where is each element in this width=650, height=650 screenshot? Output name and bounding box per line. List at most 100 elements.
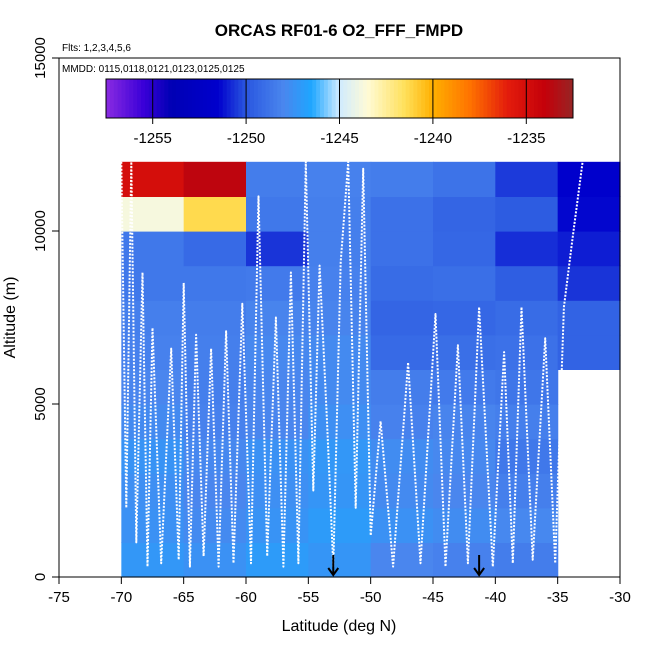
colorbar-segment [429, 79, 434, 118]
dates-label: MMDD: 0115,0118,0121,0123,0125,0125 [62, 64, 245, 75]
heatmap-cell [308, 438, 372, 474]
colorbar-segment [296, 79, 302, 118]
arrow-head [327, 567, 340, 577]
colorbar-segment [183, 79, 189, 118]
colorbar-segment [125, 79, 130, 118]
colorbar-segment [312, 79, 317, 118]
colorbar-segment [285, 79, 290, 118]
heatmap-cell [308, 507, 372, 543]
heatmap-cell [495, 438, 559, 474]
colorbar-segment [502, 79, 508, 118]
heatmap-cell [495, 196, 559, 232]
colorbar-segment [226, 79, 232, 118]
colorbar-segment [113, 79, 119, 118]
colorbar-tick-label: -1240 [414, 130, 452, 147]
colorbar-segment [405, 79, 411, 118]
colorbar-segment [432, 79, 438, 118]
colorbar-segment [253, 79, 259, 118]
x-tick-label: -60 [235, 589, 257, 606]
colorbar-segment [530, 79, 535, 118]
heatmap-cells [121, 161, 621, 578]
heatmap-cell [246, 265, 309, 301]
heatmap-cell [183, 542, 247, 578]
colorbar-segment [277, 79, 282, 118]
y-tick-label: 0 [32, 573, 49, 581]
y-tick-label: 10000 [32, 210, 49, 252]
colorbar-segment [320, 79, 325, 118]
heatmap-cell [183, 196, 247, 232]
colorbar-segment [425, 79, 430, 118]
heatmap-cell [370, 265, 434, 301]
heatmap-cell [495, 507, 559, 543]
x-tick-label: -75 [48, 589, 70, 606]
colorbar-segment [452, 79, 457, 118]
flights-label: Flts: 1,2,3,4,5,6 [62, 43, 131, 54]
colorbar-segment [479, 79, 484, 118]
colorbar-segment [456, 79, 461, 118]
chart-title: ORCAS RF01-6 O2_FFF_FMPD [215, 21, 463, 40]
colorbar-segment [265, 79, 270, 118]
heatmap-cell [370, 542, 434, 578]
colorbar-segment [152, 79, 158, 118]
heatmap-cell [183, 161, 247, 197]
heatmap-cell [308, 542, 372, 578]
heatmap-cell [557, 196, 621, 232]
heatmap-cell [308, 369, 372, 405]
colorbar-segment [537, 79, 543, 118]
colorbar-segment [273, 79, 278, 118]
colorbar-segment [234, 79, 239, 118]
colorbar-segment [156, 79, 161, 118]
heatmap-cell [433, 300, 496, 336]
heatmap-cell [370, 231, 434, 267]
colorbar-segment [491, 79, 496, 118]
colorbar-segment [168, 79, 173, 118]
colorbar-segment [553, 79, 558, 118]
colorbar-segment [191, 79, 197, 118]
colorbar-segment [413, 79, 418, 118]
flight-track-group [120, 160, 584, 568]
colorbar-segment [440, 79, 446, 118]
heatmap-cell [121, 369, 185, 405]
x-tick-label: -30 [609, 589, 631, 606]
colorbar-segment [187, 79, 193, 118]
colorbar-segment [222, 79, 228, 118]
colorbar-segment [514, 79, 520, 118]
heatmap-cell [183, 334, 247, 370]
y-tick-label: 5000 [32, 387, 49, 420]
colorbar-segment [304, 79, 309, 118]
heatmap-cell [183, 507, 247, 543]
colorbar-tick-label: -1245 [320, 130, 358, 147]
heatmap-cell [495, 542, 559, 578]
colorbar-tick-label: -1255 [134, 130, 172, 147]
heatmap-cell [433, 542, 496, 578]
colorbar-segment [106, 79, 111, 118]
colorbar-segment [300, 79, 305, 118]
colorbar-segment [421, 79, 426, 118]
arrow-head [473, 567, 485, 577]
heatmap-cell [433, 196, 496, 232]
heatmap-cell [121, 404, 185, 440]
colorbar-segment [339, 79, 344, 118]
colorbar-segment [565, 79, 570, 118]
heatmap-cell [495, 231, 559, 267]
heatmap-cell [370, 161, 434, 197]
colorbar-segment [397, 79, 403, 118]
colorbar-segment [444, 79, 449, 118]
colorbar-segment [129, 79, 134, 118]
heatmap-cell [183, 369, 247, 405]
colorbar-segment [121, 79, 126, 118]
colorbar-segment [534, 79, 539, 118]
colorbar-segment [218, 79, 224, 118]
heatmap-cell [557, 161, 621, 197]
heatmap-cell [246, 542, 309, 578]
colorbar-segment [351, 79, 356, 118]
colorbar-segment [526, 79, 531, 118]
colorbar-segment [549, 79, 555, 118]
colorbar-segment [471, 79, 477, 118]
x-tick-label: -65 [173, 589, 195, 606]
y-axis-label: Altitude (m) [2, 277, 19, 359]
colorbar-segment [331, 79, 337, 118]
heatmap-cell [121, 438, 185, 474]
heatmap-cell [370, 334, 434, 370]
